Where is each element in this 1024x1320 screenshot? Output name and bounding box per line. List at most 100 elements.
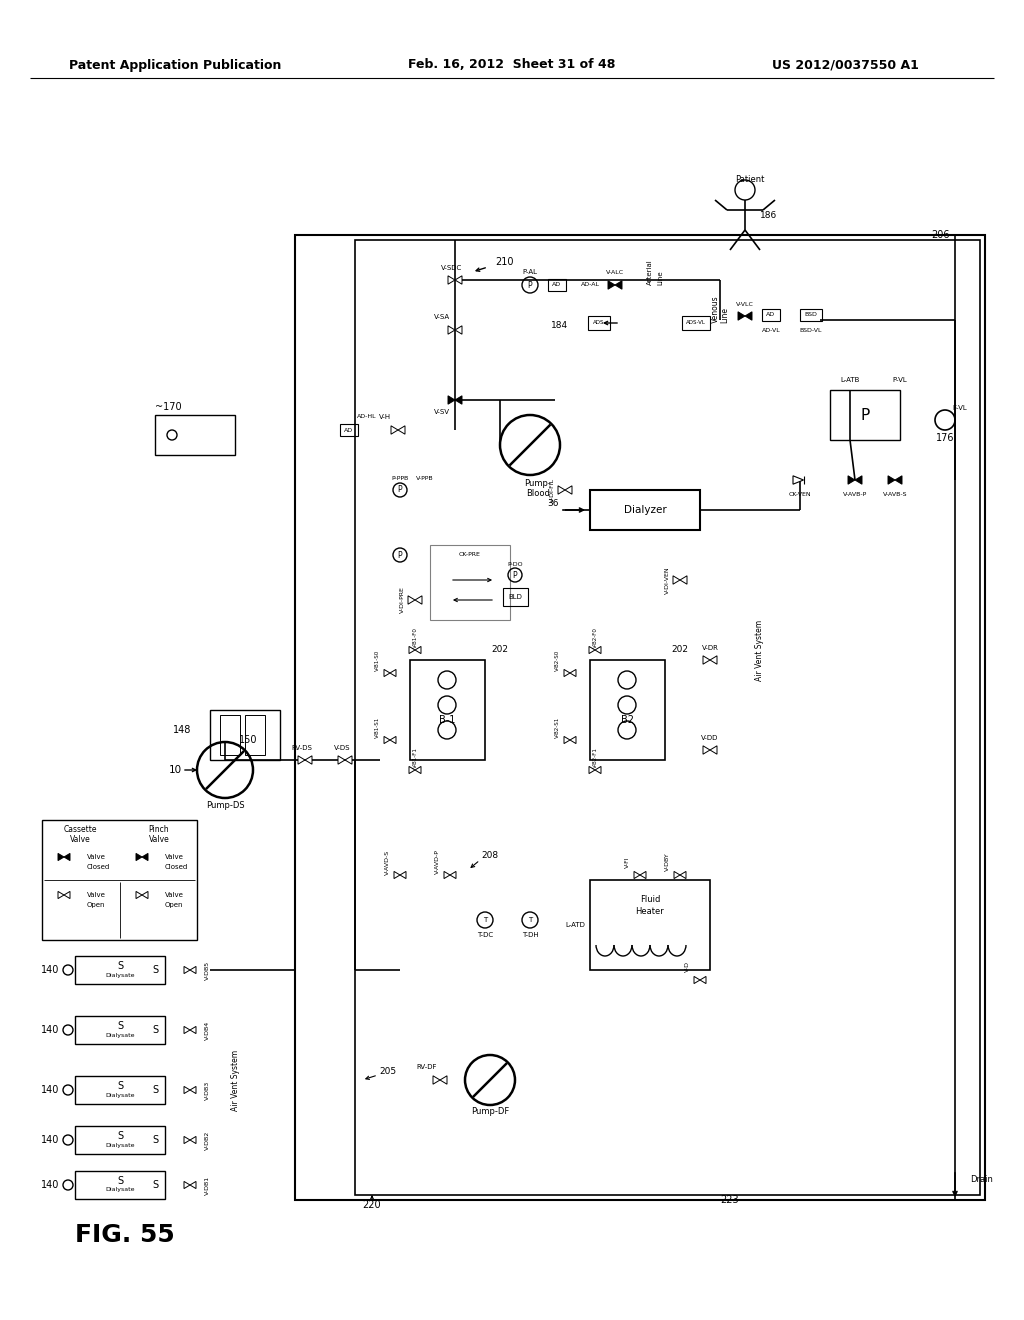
- Text: 140: 140: [41, 1026, 59, 1035]
- Text: 140: 140: [41, 965, 59, 975]
- Bar: [75, 956, 165, 983]
- Text: V-DB5: V-DB5: [205, 961, 210, 979]
- Text: V-B2-F1: V-B2-F1: [593, 747, 597, 768]
- Text: V-D: V-D: [684, 961, 689, 973]
- Polygon shape: [738, 312, 745, 321]
- Polygon shape: [589, 647, 595, 653]
- Text: V-ALC: V-ALC: [606, 271, 624, 276]
- Polygon shape: [190, 1086, 196, 1093]
- Polygon shape: [409, 647, 415, 653]
- Polygon shape: [564, 669, 570, 677]
- Text: 202: 202: [672, 645, 688, 655]
- Text: 140: 140: [41, 1180, 59, 1191]
- Polygon shape: [710, 746, 717, 754]
- Text: AD: AD: [552, 282, 561, 288]
- Bar: [42, 820, 197, 940]
- Text: 206: 206: [931, 230, 949, 240]
- Text: 148: 148: [173, 725, 191, 735]
- Polygon shape: [63, 891, 70, 899]
- Text: V-SDC: V-SDC: [441, 265, 463, 271]
- Text: V-B1-F1: V-B1-F1: [413, 747, 418, 768]
- Text: Arterial: Arterial: [647, 259, 653, 285]
- Text: 220: 220: [362, 1200, 381, 1210]
- Text: 184: 184: [552, 321, 568, 330]
- Text: P-AL: P-AL: [522, 269, 538, 275]
- Polygon shape: [440, 1076, 447, 1084]
- Text: V-DB3: V-DB3: [205, 1080, 210, 1100]
- Polygon shape: [855, 475, 862, 484]
- Text: Closed: Closed: [87, 865, 111, 870]
- Bar: [590, 880, 710, 970]
- Text: Blood: Blood: [526, 488, 550, 498]
- Text: Cassette: Cassette: [63, 825, 96, 834]
- Text: 140: 140: [41, 1135, 59, 1144]
- Text: BLD: BLD: [508, 594, 522, 601]
- Text: P: P: [513, 570, 517, 579]
- Polygon shape: [184, 1086, 190, 1093]
- Polygon shape: [793, 475, 804, 484]
- Polygon shape: [703, 746, 710, 754]
- Polygon shape: [888, 475, 895, 484]
- Text: FIG. 55: FIG. 55: [75, 1224, 175, 1247]
- Text: AD-HL: AD-HL: [357, 414, 377, 420]
- Polygon shape: [384, 737, 390, 743]
- Polygon shape: [444, 871, 450, 879]
- Bar: [155, 414, 234, 455]
- Text: V-DR: V-DR: [701, 645, 719, 651]
- Polygon shape: [608, 281, 615, 289]
- Text: L-ATD: L-ATD: [565, 921, 585, 928]
- Bar: [220, 715, 240, 755]
- Text: V-DB4: V-DB4: [205, 1020, 210, 1040]
- Text: Patent Application Publication: Patent Application Publication: [69, 58, 282, 71]
- Text: S: S: [117, 961, 123, 972]
- Text: V-DI-PRE: V-DI-PRE: [399, 586, 404, 614]
- Text: AD-AL: AD-AL: [581, 282, 599, 288]
- Polygon shape: [142, 891, 148, 899]
- Text: L-ATB: L-ATB: [841, 378, 860, 383]
- Text: S: S: [152, 1135, 158, 1144]
- Text: S: S: [117, 1176, 123, 1185]
- Text: 223: 223: [721, 1195, 739, 1205]
- Polygon shape: [415, 767, 421, 774]
- Text: Fluid: Fluid: [640, 895, 660, 904]
- Polygon shape: [390, 669, 396, 677]
- Text: 10: 10: [168, 766, 181, 775]
- Text: 186: 186: [760, 210, 777, 219]
- Text: Dialysate: Dialysate: [105, 1188, 135, 1192]
- Text: Valve: Valve: [148, 836, 169, 845]
- Polygon shape: [634, 871, 640, 879]
- Text: V-AVB-S: V-AVB-S: [883, 492, 907, 498]
- Text: CK-PRE: CK-PRE: [459, 553, 481, 557]
- Polygon shape: [415, 647, 421, 653]
- Text: Valve: Valve: [165, 892, 184, 898]
- Text: V-B1-S1: V-B1-S1: [375, 717, 380, 738]
- Polygon shape: [338, 756, 345, 764]
- Text: Patient: Patient: [735, 176, 765, 185]
- Polygon shape: [450, 871, 456, 879]
- Text: V-AVD-P: V-AVD-P: [434, 850, 439, 874]
- Text: V-DS: V-DS: [334, 744, 350, 751]
- Bar: [410, 660, 485, 760]
- Text: Pump-DF: Pump-DF: [471, 1107, 509, 1117]
- Bar: [503, 587, 528, 606]
- Text: V-B2-S1: V-B2-S1: [555, 717, 559, 738]
- Text: T-DH: T-DH: [521, 932, 539, 939]
- Polygon shape: [345, 756, 352, 764]
- Polygon shape: [400, 871, 406, 879]
- Text: Pump-: Pump-: [524, 479, 552, 487]
- Text: 140: 140: [41, 1085, 59, 1096]
- Text: V-H: V-H: [379, 414, 391, 420]
- Text: 176: 176: [936, 433, 954, 444]
- Text: S: S: [152, 1026, 158, 1035]
- Text: V-AVB-P: V-AVB-P: [843, 492, 867, 498]
- Text: V-DB2: V-DB2: [205, 1130, 210, 1150]
- Text: V-DI-FIL: V-DI-FIL: [550, 478, 555, 502]
- Text: 202: 202: [492, 645, 509, 655]
- Text: P-VL: P-VL: [893, 378, 907, 383]
- Text: S: S: [152, 965, 158, 975]
- Polygon shape: [58, 854, 63, 861]
- Polygon shape: [184, 1027, 190, 1034]
- Polygon shape: [58, 891, 63, 899]
- Text: V-FI: V-FI: [625, 857, 630, 867]
- Text: US 2012/0037550 A1: US 2012/0037550 A1: [771, 58, 919, 71]
